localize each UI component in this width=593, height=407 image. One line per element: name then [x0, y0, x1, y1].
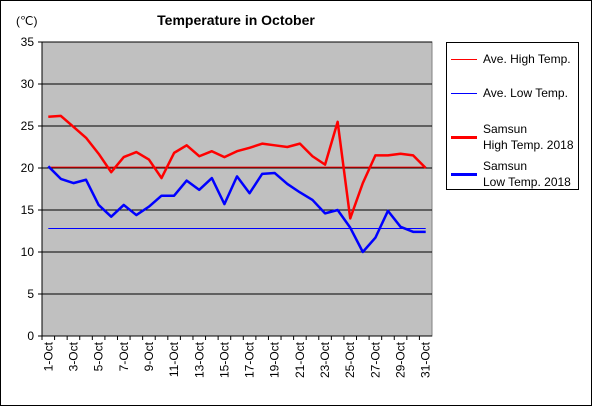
legend-swatch — [451, 135, 477, 139]
x-tick-label: 25-Oct — [343, 341, 357, 378]
legend-label: Ave. High Temp. — [483, 52, 571, 66]
x-tick-label: 29-Oct — [394, 341, 408, 378]
x-tick-label: 1-Oct — [41, 341, 55, 371]
plot-area — [41, 41, 433, 337]
legend-item: Ave. Low Temp. — [451, 85, 568, 101]
y-tick-label: 10 — [21, 245, 35, 259]
legend-item: Samsun Low Temp. 2018 — [451, 158, 571, 190]
y-tick-label: 15 — [21, 203, 35, 217]
legend-label: Samsun High Temp. 2018 — [483, 122, 574, 152]
x-tick-label: 3-Oct — [66, 341, 80, 371]
x-tick-label: 15-Oct — [217, 341, 231, 378]
x-tick-label: 27-Oct — [368, 341, 382, 378]
x-tick-label: 21-Oct — [293, 341, 307, 378]
legend-item: Ave. High Temp. — [451, 51, 571, 67]
x-tick-label: 11-Oct — [167, 341, 181, 377]
x-tick-label: 31-Oct — [419, 341, 433, 378]
y-tick-label: 30 — [21, 77, 35, 91]
series-line — [47, 165, 426, 254]
legend-item: Samsun High Temp. 2018 — [451, 121, 574, 153]
legend-swatch — [451, 172, 477, 176]
legend-swatch — [451, 58, 477, 60]
y-tick-label: 5 — [27, 287, 34, 301]
y-tick-label: 35 — [21, 35, 35, 49]
x-tick-label: 17-Oct — [243, 341, 257, 378]
x-tick-label: 23-Oct — [318, 341, 332, 378]
y-tick-label: 0 — [27, 329, 34, 343]
x-tick-label: 19-Oct — [268, 341, 282, 378]
legend-label: Ave. Low Temp. — [483, 86, 568, 100]
x-tick-label: 7-Oct — [117, 341, 131, 371]
y-tick-label: 25 — [21, 119, 35, 133]
x-tick-label: 5-Oct — [92, 341, 106, 371]
legend-swatch — [451, 92, 477, 94]
x-tick-label: 13-Oct — [192, 341, 206, 378]
legend-label: Samsun Low Temp. 2018 — [483, 159, 571, 189]
series-line — [48, 114, 427, 220]
y-tick-label: 20 — [21, 161, 35, 175]
chart-title: Temperature in October — [157, 12, 315, 28]
y-axis-label: (℃) — [16, 14, 37, 28]
x-tick-label: 9-Oct — [142, 341, 156, 371]
legend: Ave. High Temp. Ave. Low Temp. Samsun High… — [446, 42, 579, 190]
